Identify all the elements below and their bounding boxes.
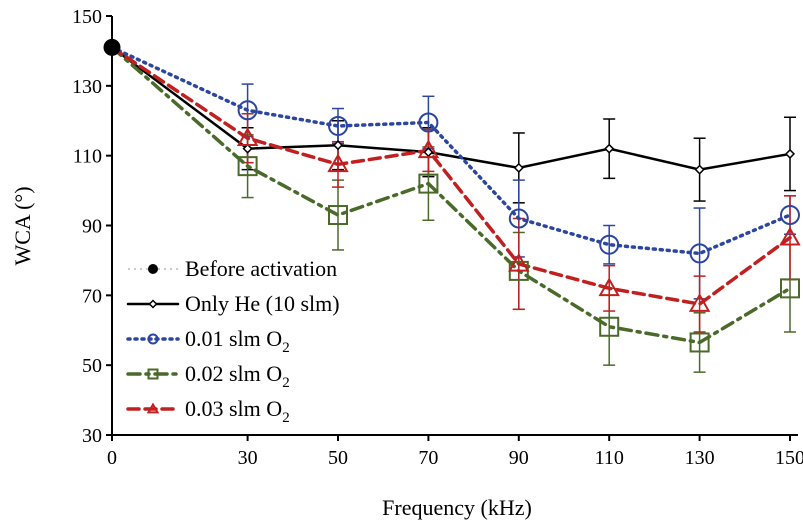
series-1-point: [513, 162, 524, 173]
series-2-point: [780, 205, 800, 226]
series-4-point: [598, 277, 620, 297]
series-3-point: [689, 332, 710, 353]
series-1-line: [110, 46, 792, 171]
series-4-point: [327, 153, 349, 173]
legend-swatch-marker-4: [146, 402, 160, 414]
legend-swatch-marker-1: [148, 299, 158, 309]
series-1-point: [332, 140, 344, 151]
y-tick-label: 70: [82, 285, 102, 307]
y-tick-label: 110: [73, 146, 102, 168]
series-3-point: [237, 156, 258, 177]
y-tick-label: 130: [72, 76, 102, 98]
series-3-point: [328, 205, 348, 226]
legend-label-before-activation: Before activation: [185, 256, 337, 281]
series-1-point: [242, 143, 253, 154]
legend-label-4: 0.03 slm O2: [185, 396, 290, 426]
y-tick-label: 90: [82, 216, 102, 238]
y-tick-label: 150: [72, 6, 102, 28]
series-4-point: [508, 252, 530, 272]
legend-label-3: 0.02 slm O2: [185, 361, 290, 391]
legend-label-1: Only He (10 slm): [185, 291, 340, 316]
x-tick-label: 90: [509, 447, 529, 469]
x-axis-title: Frequency (kHz): [382, 495, 532, 520]
series-markers: [103, 38, 801, 353]
x-tick-label: 130: [685, 447, 715, 469]
series-3-line: [110, 45, 792, 345]
legend: Before activation Only He (10 slm) 0.01 sl…: [126, 256, 340, 426]
series-2-point: [418, 112, 439, 133]
legend-swatch-marker-3: [147, 368, 159, 380]
x-tick-label: 110: [595, 447, 624, 469]
series-2-point: [599, 234, 620, 255]
series-2-point: [328, 115, 348, 136]
series-4-point: [236, 127, 259, 146]
series-4-line: [110, 45, 792, 306]
series-lines: [110, 45, 792, 345]
series-4-point: [688, 293, 711, 312]
legend-swatch-marker-2: [147, 333, 159, 345]
series-2-point: [508, 208, 529, 229]
x-tick-label: 0: [107, 447, 117, 469]
series-2-point: [689, 243, 710, 264]
series-3-point: [599, 316, 620, 337]
x-tick-label: 30: [238, 447, 258, 469]
y-axis-title: WCA (°): [10, 186, 35, 265]
series-4-point: [779, 226, 801, 246]
series-3-point: [418, 173, 439, 194]
legend-swatch-before-activation: [148, 264, 158, 274]
series-1-point: [423, 147, 434, 158]
series-2-line: [110, 45, 792, 256]
series-1-point: [784, 148, 796, 159]
series-4-point: [417, 139, 440, 159]
x-tick-label: 50: [328, 447, 348, 469]
before-activation-point: [103, 38, 121, 56]
y-tick-label: 30: [82, 425, 102, 447]
series-3-point: [780, 278, 800, 299]
legend-label-2: 0.01 slm O2: [185, 326, 290, 356]
series-1-point: [694, 164, 705, 175]
series-1-point: [604, 143, 615, 154]
x-tick-label: 150: [775, 447, 803, 469]
series-2-point: [237, 100, 258, 121]
x-tick-label: 70: [418, 447, 438, 469]
y-tick-label: 50: [82, 355, 102, 377]
